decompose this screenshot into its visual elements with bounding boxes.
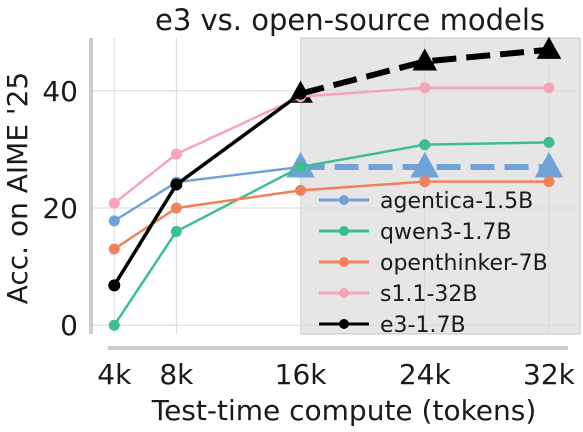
qwen3-1-7b-point [295,161,307,173]
s1-1-32b-point [419,82,431,94]
e3-1-7b-extrapolation-line [299,46,550,97]
legend-label: qwen3-1.7B [380,220,511,245]
qwen3-1-7b-point [419,139,431,151]
legend: agentica-1.5B qwen3-1.7B openthinker-7B s1.… [319,189,548,338]
e3-1-7b-point [170,178,183,191]
e3-1-7b-point [294,87,307,100]
legend-swatch-marker [339,195,349,205]
x-tick-label: 8k [159,358,194,391]
openthinker-7b-point [295,184,307,196]
x-tick-label: 16k [275,358,328,391]
legend-label: e3-1.7B [380,313,466,338]
openthinker-7b-point [108,243,120,255]
y-tick-label: 20 [42,192,78,225]
x-tick-label: 32k [523,358,576,391]
y-axis-label: Acc. on AIME '25 [1,72,34,305]
x-tick-label: 24k [399,358,452,391]
e3-1-7b-extrapolation-marker [536,36,562,59]
s1-1-32b-point [108,197,120,209]
y-tick-label: 40 [42,75,78,108]
x-axis-label: Test-time compute (tokens) [151,394,537,427]
y-tick-label: 0 [60,309,78,342]
qwen3-1-7b-point [543,136,555,148]
e3-1-7b-line [112,92,302,287]
openthinker-7b-point [170,202,182,214]
x-tick-label: 4k [97,358,132,391]
legend-label: agentica-1.5B [380,189,533,214]
legend-swatch-marker [339,288,349,298]
agentica-1-5b-extrapolation-marker [410,151,440,178]
e3-1-7b-point [108,279,121,292]
s1-1-32b-point [543,82,555,94]
plot-area: 4k 8k 16k 24k 32k 0 20 40 agentica-1.5B qwen3-1.7… [42,36,581,391]
chart-title: e3 vs. open-source models [155,3,545,37]
agentica-1-5b-extrapolation-marker [534,151,564,178]
openthinker-7b-point [419,176,431,188]
e3-1-7b-extrapolation-marker [412,48,438,71]
s1-1-32b-point [170,148,182,160]
openthinker-7b-point [543,176,555,188]
legend-swatch-marker [339,257,349,267]
legend-label: s1.1-32B [380,282,477,307]
qwen3-1-7b-point [108,319,120,331]
legend-swatch-marker [339,226,349,236]
agentica-1-5b-point [108,215,120,227]
qwen3-1-7b-point [170,225,182,237]
legend-label: openthinker-7B [380,251,548,276]
legend-swatch-marker [339,319,349,329]
